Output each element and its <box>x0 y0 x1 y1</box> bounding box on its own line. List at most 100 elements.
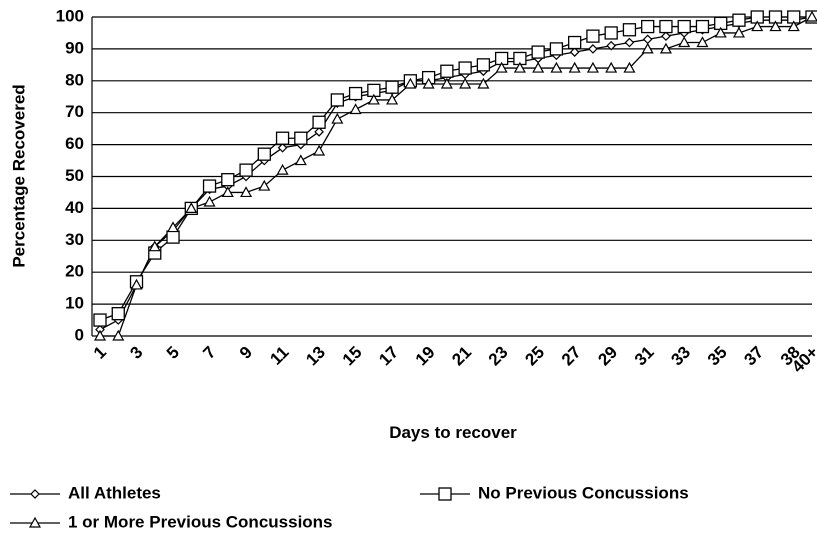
x-tick-label: 31 <box>631 343 658 370</box>
marker-triangle <box>276 163 289 175</box>
x-tick-label: 7 <box>199 343 219 363</box>
marker-triangle <box>550 61 563 73</box>
marker-triangle <box>787 20 800 32</box>
marker-triangle <box>459 77 472 89</box>
y-tick-label: 70 <box>65 102 84 121</box>
marker-triangle <box>240 186 253 198</box>
marker-triangle <box>367 93 380 105</box>
x-tick-label: 27 <box>558 343 585 370</box>
legend-label: 1 or More Previous Concussions <box>68 512 333 531</box>
y-tick-label: 50 <box>65 166 84 185</box>
marker-diamond <box>569 47 580 57</box>
x-tick-label: 1 <box>90 343 110 363</box>
marker-square <box>438 487 452 501</box>
marker-diamond <box>606 40 617 51</box>
marker-triangle <box>586 61 599 73</box>
marker-triangle <box>659 42 672 54</box>
marker-triangle <box>313 144 326 156</box>
marker-triangle <box>404 77 417 89</box>
marker-diamond <box>588 44 598 54</box>
marker-square <box>166 230 180 244</box>
marker-square <box>312 115 326 129</box>
marker-triangle <box>641 42 654 54</box>
marker-triangle <box>532 61 545 73</box>
marker-diamond <box>314 126 324 137</box>
marker-triangle <box>477 77 490 89</box>
x-tick-label: 19 <box>412 343 439 370</box>
marker-triangle <box>203 195 216 207</box>
marker-triangle <box>495 61 508 73</box>
marker-square <box>458 61 472 75</box>
marker-diamond <box>624 37 635 48</box>
x-tick-label: 25 <box>521 343 548 370</box>
x-tick-label: 23 <box>485 343 512 370</box>
x-axis-label: Days to recover <box>389 423 517 442</box>
y-tick-label: 90 <box>65 38 84 57</box>
legend-label: All Athletes <box>68 483 161 502</box>
marker-triangle <box>769 20 782 32</box>
marker-triangle <box>386 93 399 105</box>
marker-square <box>604 26 618 40</box>
legend-label: No Previous Concussions <box>478 483 689 502</box>
marker-square <box>677 19 691 34</box>
series-line <box>100 16 813 337</box>
marker-square <box>294 131 308 145</box>
marker-triangle <box>696 36 709 48</box>
y-axis-label: Percentage Recovered <box>9 84 28 267</box>
y-tick-label: 10 <box>65 294 84 313</box>
marker-square <box>275 131 290 145</box>
marker-square <box>440 64 454 78</box>
series-line <box>99 16 813 331</box>
marker-triangle <box>422 77 435 89</box>
x-tick-label: 33 <box>667 343 694 370</box>
marker-triangle <box>623 61 636 73</box>
x-tick-label: 15 <box>339 343 366 370</box>
marker-triangle <box>185 202 198 213</box>
y-tick-label: 80 <box>65 70 84 89</box>
marker-square <box>549 42 564 56</box>
marker-square <box>659 19 673 34</box>
marker-triangle <box>93 329 107 341</box>
marker-square <box>202 179 217 193</box>
marker-square <box>330 93 344 107</box>
x-tick-label: 3 <box>126 343 146 363</box>
x-tick-label: 9 <box>236 343 256 363</box>
marker-diamond <box>30 489 40 499</box>
marker-square <box>385 80 399 94</box>
y-tick-label: 30 <box>65 230 84 249</box>
x-tick-label: 11 <box>266 343 292 369</box>
marker-triangle <box>221 186 234 198</box>
series-line <box>99 16 812 321</box>
marker-triangle <box>331 112 344 124</box>
marker-triangle <box>751 20 764 32</box>
marker-triangle <box>678 36 691 48</box>
marker-square <box>622 23 637 37</box>
marker-diamond <box>642 34 653 45</box>
marker-square <box>531 45 545 59</box>
marker-triangle <box>28 516 42 528</box>
y-tick-label: 60 <box>65 134 84 153</box>
marker-diamond <box>277 142 288 153</box>
x-tick-label: 29 <box>594 343 621 370</box>
marker-square <box>586 29 600 43</box>
marker-triangle <box>349 103 362 115</box>
marker-triangle <box>732 26 745 38</box>
marker-triangle <box>167 221 180 233</box>
marker-square <box>732 13 746 27</box>
x-tick-label: 17 <box>375 343 402 370</box>
marker-square <box>221 173 235 187</box>
x-tick-label: 5 <box>163 343 183 363</box>
marker-square <box>476 58 491 72</box>
marker-diamond <box>661 31 671 41</box>
marker-triangle <box>605 61 618 73</box>
marker-square <box>93 313 107 327</box>
x-tick-label: 13 <box>302 343 329 370</box>
marker-triangle <box>568 61 581 73</box>
marker-triangle <box>258 179 271 191</box>
marker-triangle <box>440 77 453 89</box>
marker-square <box>641 19 655 34</box>
marker-triangle <box>130 278 143 290</box>
marker-triangle <box>112 329 125 341</box>
x-tick-label: 37 <box>740 343 767 370</box>
